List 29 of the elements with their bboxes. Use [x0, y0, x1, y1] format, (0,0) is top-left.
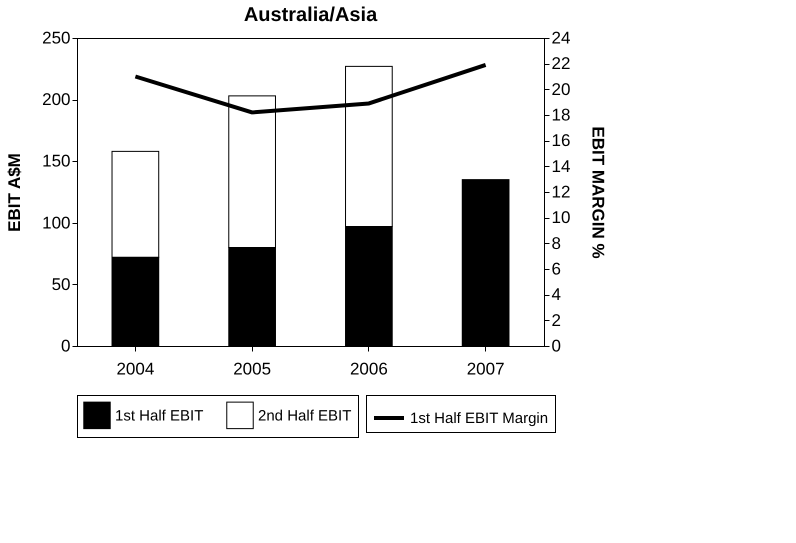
y2-tick-label: 14 — [552, 156, 570, 176]
y2-tick-label: 10 — [552, 208, 570, 228]
y-tick-label: 50 — [52, 274, 70, 294]
y2-tick-label: 4 — [552, 285, 561, 304]
y-axis-title: EBIT A$M — [5, 153, 24, 232]
x-tick-label: 2007 — [466, 360, 505, 378]
x-tick-label: 2005 — [233, 360, 272, 378]
y2-tick-label: 20 — [552, 80, 570, 99]
y-tick-label: 250 — [42, 28, 70, 48]
y2-axis-title: EBIT MARGIN % — [588, 126, 608, 259]
legend-label: 2nd Half EBIT — [258, 407, 352, 424]
x-tick-label: 2006 — [350, 360, 388, 378]
legend-label: 1st Half EBIT — [115, 407, 204, 424]
y2-tick-label: 12 — [552, 182, 570, 202]
chart-title: Australia/Asia — [244, 4, 378, 26]
y2-tick-label: 24 — [552, 28, 570, 48]
y2-tick-label: 2 — [552, 310, 561, 330]
y2-tick-label: 18 — [552, 106, 570, 124]
x-tick-label: 2004 — [116, 360, 154, 378]
y-tick-label: 100 — [42, 213, 70, 232]
legend-label: 1st Half EBIT Margin — [410, 410, 548, 427]
y2-tick-label: 0 — [552, 336, 561, 356]
y2-tick-label: 8 — [552, 234, 561, 253]
y2-tick-label: 16 — [552, 131, 570, 150]
y-tick-label: 150 — [42, 152, 70, 171]
y-tick-label: 0 — [61, 336, 70, 356]
y2-tick-label: 22 — [552, 54, 570, 74]
y2-tick-label: 6 — [552, 260, 561, 278]
y-tick-label: 200 — [42, 90, 70, 110]
